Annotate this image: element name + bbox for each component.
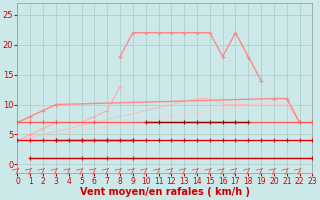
X-axis label: Vent moyen/en rafales ( km/h ): Vent moyen/en rafales ( km/h ) [80, 187, 250, 197]
